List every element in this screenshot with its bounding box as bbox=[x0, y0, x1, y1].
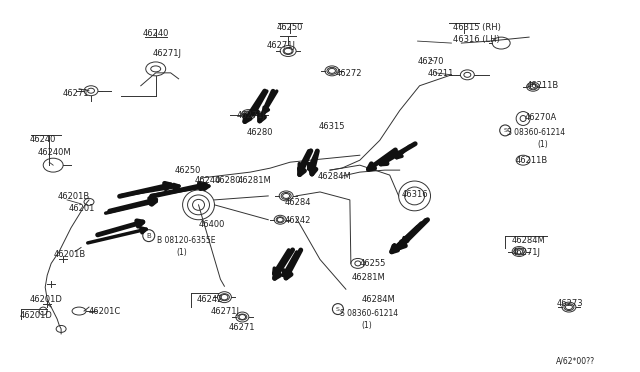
Text: B: B bbox=[147, 232, 151, 238]
Text: 46281M: 46281M bbox=[237, 176, 271, 185]
Text: 46271J: 46271J bbox=[266, 41, 295, 50]
Text: 46240: 46240 bbox=[195, 176, 221, 185]
Text: 46240: 46240 bbox=[29, 135, 56, 144]
Text: 46240M: 46240M bbox=[37, 148, 71, 157]
Text: 46316 (LH): 46316 (LH) bbox=[453, 35, 500, 44]
Text: 46270A: 46270A bbox=[525, 113, 557, 122]
Text: B 08120-6355E: B 08120-6355E bbox=[157, 235, 215, 245]
Text: 46271: 46271 bbox=[63, 89, 90, 98]
Text: 46201B: 46201B bbox=[57, 192, 90, 201]
Text: 46280: 46280 bbox=[246, 128, 273, 137]
Text: 46284M: 46284M bbox=[362, 295, 396, 304]
Text: 46250: 46250 bbox=[277, 23, 303, 32]
Text: (1): (1) bbox=[177, 247, 188, 257]
Text: 46316: 46316 bbox=[402, 190, 428, 199]
Text: 46280: 46280 bbox=[214, 176, 241, 185]
Text: S 08360-61214: S 08360-61214 bbox=[340, 309, 398, 318]
Text: 46270: 46270 bbox=[417, 57, 444, 66]
Text: 46271J: 46271J bbox=[153, 49, 182, 58]
Text: A/62*00??: A/62*00?? bbox=[556, 357, 595, 366]
Text: 46284: 46284 bbox=[284, 198, 310, 207]
Text: S: S bbox=[336, 307, 340, 312]
Text: 46271J: 46271J bbox=[211, 307, 239, 316]
Text: 46242: 46242 bbox=[284, 216, 310, 225]
Text: 46211: 46211 bbox=[428, 69, 454, 78]
Text: 46271J: 46271J bbox=[236, 110, 266, 119]
Text: 46255: 46255 bbox=[360, 259, 386, 269]
Text: (1): (1) bbox=[362, 321, 372, 330]
Text: 46211B: 46211B bbox=[515, 156, 547, 165]
Text: 46315: 46315 bbox=[319, 122, 346, 131]
Text: 46201C: 46201C bbox=[89, 307, 121, 316]
Text: (1): (1) bbox=[537, 140, 548, 149]
Text: 46211B: 46211B bbox=[527, 81, 559, 90]
Text: 46273: 46273 bbox=[557, 299, 584, 308]
Text: S 08360-61214: S 08360-61214 bbox=[507, 128, 565, 137]
Text: 46271: 46271 bbox=[228, 323, 255, 332]
Text: S: S bbox=[503, 128, 507, 133]
Text: 46201: 46201 bbox=[69, 204, 95, 213]
Text: 46315 (RH): 46315 (RH) bbox=[453, 23, 501, 32]
Text: 46242: 46242 bbox=[196, 295, 223, 304]
Text: 46284M: 46284M bbox=[511, 235, 545, 245]
Text: 46201B: 46201B bbox=[53, 250, 85, 259]
Text: 46272: 46272 bbox=[336, 69, 362, 78]
Text: 46250: 46250 bbox=[175, 166, 201, 175]
Text: 46201D: 46201D bbox=[29, 295, 62, 304]
Text: 46201D: 46201D bbox=[19, 311, 52, 320]
Text: 46240: 46240 bbox=[143, 29, 169, 38]
Text: 46284M: 46284M bbox=[318, 172, 352, 181]
Text: 46271J: 46271J bbox=[511, 247, 540, 257]
Text: 46400: 46400 bbox=[198, 220, 225, 229]
Text: 46281M: 46281M bbox=[352, 273, 386, 282]
